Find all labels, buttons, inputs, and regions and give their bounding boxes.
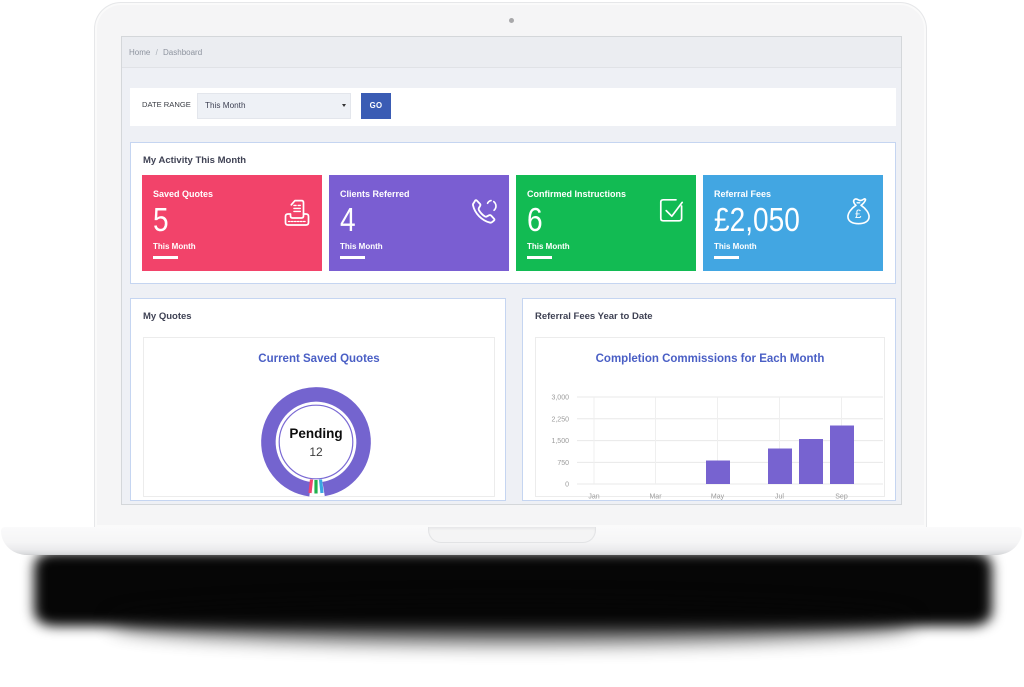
svg-text:Jul: Jul <box>775 493 784 500</box>
svg-text:May: May <box>711 493 725 500</box>
svg-text:Mar: Mar <box>649 493 662 500</box>
svg-text:Jan: Jan <box>588 493 599 500</box>
svg-text:0: 0 <box>565 481 569 488</box>
svg-text:Sep: Sep <box>835 493 848 500</box>
svg-text:1,500: 1,500 <box>551 438 569 445</box>
svg-text:750: 750 <box>557 459 569 466</box>
svg-text:£: £ <box>855 209 862 221</box>
svg-text:3,000: 3,000 <box>551 394 569 401</box>
svg-text:2,250: 2,250 <box>551 416 569 423</box>
